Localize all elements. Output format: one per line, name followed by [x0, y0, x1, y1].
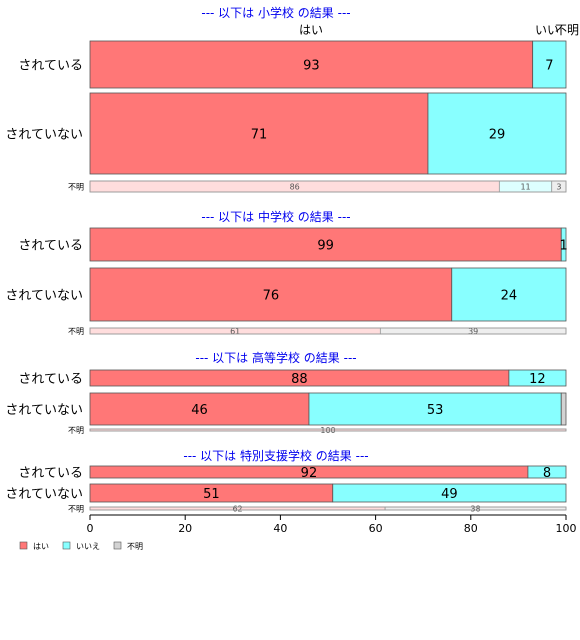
bar-segment — [427, 92, 567, 175]
legend-swatch — [113, 541, 122, 550]
x-tick-label: 80 — [464, 522, 478, 535]
bar-segment — [308, 392, 562, 426]
row-label-unknown: 不明 — [68, 327, 84, 336]
data-label: 39 — [468, 327, 478, 336]
row-label-unknown: 不明 — [68, 505, 84, 514]
bar-segment — [89, 92, 429, 175]
data-label: 1 — [559, 239, 567, 254]
data-label: 62 — [232, 505, 242, 514]
data-label: 88 — [291, 372, 308, 387]
data-label: 76 — [263, 289, 280, 304]
bar-segment — [560, 227, 567, 262]
bar-segment — [532, 40, 567, 89]
bar-frame — [89, 428, 567, 432]
bar-segment — [89, 392, 310, 426]
data-label: 53 — [427, 403, 444, 418]
column-header-unknown: 不明 — [555, 23, 579, 37]
row-label: されている — [18, 466, 83, 481]
data-label: 12 — [529, 372, 546, 387]
column-header-no: いい — [535, 23, 559, 37]
x-tick-label: 100 — [556, 522, 577, 535]
legend-swatch — [62, 541, 71, 550]
data-label: 3 — [556, 183, 561, 192]
x-tick-label: 60 — [369, 522, 383, 535]
bar-segment — [527, 465, 567, 479]
panel-title: --- 以下は 小学校 の結果 --- — [201, 5, 350, 20]
bar-segment — [89, 267, 453, 322]
data-label: 7 — [545, 59, 553, 74]
panel-title: --- 以下は 中学校 の結果 --- — [201, 209, 350, 224]
data-label: 61 — [230, 327, 240, 336]
legend-label: はい — [33, 542, 49, 551]
data-label: 100 — [320, 426, 335, 435]
row-label: されている — [18, 59, 83, 74]
row-label: されている — [18, 239, 83, 254]
bar-segment — [89, 227, 562, 262]
x-tick-label: 0 — [87, 522, 94, 535]
panel-title: --- 以下は 高等学校 の結果 --- — [195, 350, 356, 365]
bar-segment — [89, 40, 534, 89]
bar-frame — [89, 506, 567, 511]
x-tick-label: 40 — [273, 522, 287, 535]
data-label: 51 — [203, 487, 220, 502]
bar-segment — [560, 392, 567, 426]
legend-label: いいえ — [76, 542, 100, 551]
row-label: されていない — [5, 403, 83, 418]
data-label: 24 — [501, 289, 518, 304]
data-label: 86 — [290, 183, 300, 192]
row-label: されていない — [5, 487, 83, 502]
data-label: 38 — [470, 505, 480, 514]
row-label-unknown: 不明 — [68, 426, 84, 435]
data-label: 46 — [191, 403, 208, 418]
data-label: 8 — [543, 466, 551, 481]
data-label: 29 — [489, 128, 506, 143]
row-label-unknown: 不明 — [68, 183, 84, 192]
bar-segment — [451, 267, 567, 322]
bar-segment — [332, 483, 567, 503]
data-label: 92 — [301, 466, 318, 481]
bar-segment — [508, 369, 567, 387]
data-label: 11 — [520, 183, 530, 192]
panel-title: --- 以下は 特別支援学校 の結果 --- — [183, 448, 368, 463]
row-label: されていない — [5, 289, 83, 304]
bar-frame — [89, 327, 567, 335]
bar-frame — [89, 180, 567, 193]
data-label: 93 — [303, 59, 320, 74]
row-label: されている — [18, 372, 83, 387]
data-label: 71 — [251, 128, 268, 143]
legend-label: 不明 — [127, 542, 143, 551]
x-tick-label: 20 — [178, 522, 192, 535]
legend-swatch — [19, 541, 28, 550]
column-header-yes: はい — [299, 23, 323, 37]
data-label: 49 — [441, 487, 458, 502]
row-label: されていない — [5, 128, 83, 143]
data-label: 99 — [317, 239, 334, 254]
